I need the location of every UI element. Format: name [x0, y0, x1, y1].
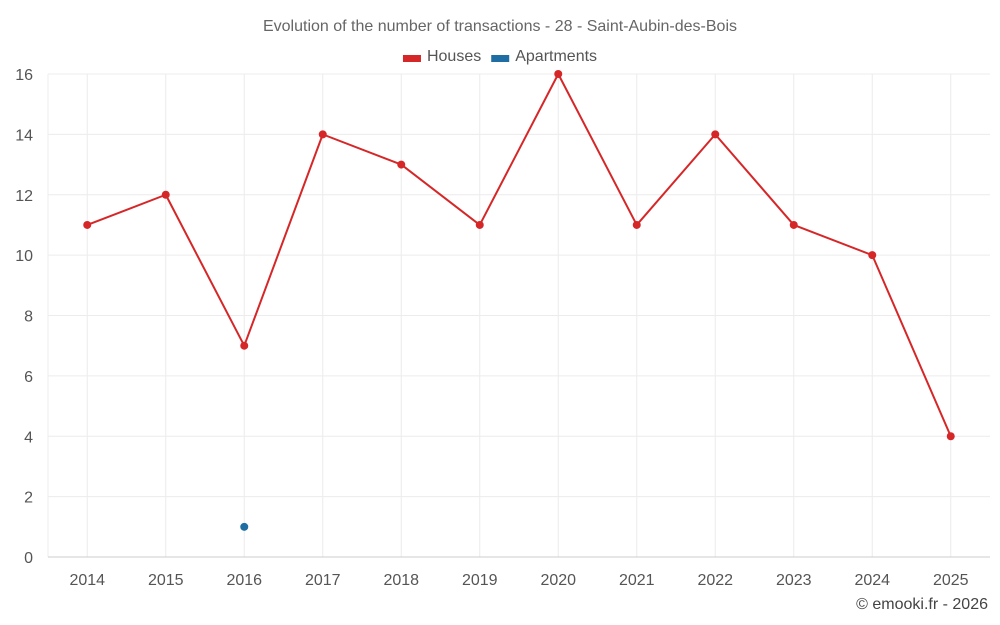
houses-point	[632, 220, 641, 229]
y-tick-label: 16	[15, 67, 33, 84]
y-tick-label: 12	[15, 188, 33, 205]
houses-point	[554, 70, 563, 78]
y-tick-label: 2	[24, 490, 33, 507]
x-tick-label: 2024	[854, 572, 890, 589]
x-tick-label: 2023	[776, 572, 812, 589]
x-tick-label: 2018	[383, 572, 419, 589]
y-tick-label: 0	[24, 550, 33, 567]
credit-text: © emooki.fr - 2026	[856, 596, 988, 613]
x-tick-label: 2014	[69, 572, 105, 589]
x-tick-label: 2019	[462, 572, 498, 589]
legend-label: Houses	[427, 48, 481, 65]
x-tick-label: 2021	[619, 572, 655, 589]
legend-item-apartments: Apartments	[491, 48, 597, 65]
houses-point	[318, 130, 327, 139]
houses-point	[868, 251, 877, 260]
y-tick-label: 8	[24, 309, 33, 326]
x-tick-label: 2016	[226, 572, 262, 589]
legend-swatch	[402, 55, 421, 62]
houses-point	[240, 341, 249, 350]
houses-point	[83, 220, 92, 229]
houses-point	[711, 130, 720, 139]
x-tick-label: 2025	[933, 572, 969, 589]
apartments-point	[240, 522, 249, 531]
x-tick-label: 2017	[305, 572, 341, 589]
series	[83, 70, 955, 531]
x-tick-label: 2015	[148, 572, 184, 589]
houses-point	[946, 432, 955, 441]
y-tick-label: 4	[24, 429, 33, 446]
houses-point	[161, 190, 170, 199]
chart-title: Evolution of the number of transactions …	[263, 18, 737, 35]
legend: Houses Apartments	[402, 48, 597, 65]
legend-label: Apartments	[515, 48, 597, 65]
x-tick-label: 2020	[540, 572, 576, 589]
grid	[47, 73, 990, 557]
y-tick-label: 10	[15, 248, 33, 265]
y-tick-label: 14	[15, 127, 33, 144]
houses-point	[475, 220, 484, 229]
houses-line	[86, 73, 952, 437]
houses-point	[397, 160, 406, 169]
axes: 0 2 4 6 8 10 12 14 16 2014 2015 2016 2017 2018 2019 202…	[15, 67, 990, 589]
houses-point	[789, 220, 798, 229]
y-tick-label: 6	[24, 369, 33, 386]
legend-swatch	[491, 55, 510, 62]
legend-item-houses: Houses	[402, 48, 481, 65]
x-tick-label: 2022	[697, 572, 733, 589]
